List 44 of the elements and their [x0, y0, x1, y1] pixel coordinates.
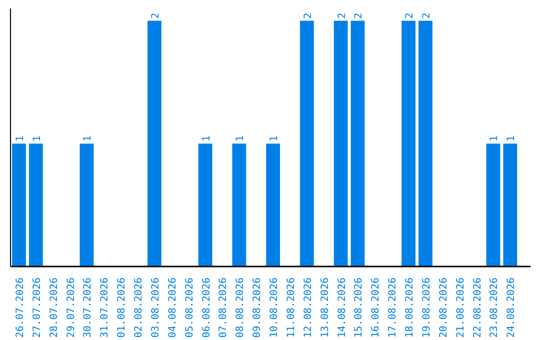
x-tick-label: 23.08.2026 — [489, 277, 500, 338]
x-tick-label: 13.08.2026 — [320, 277, 331, 338]
data-label: 1 — [32, 136, 43, 142]
data-label: 1 — [201, 136, 212, 142]
x-tick-label: 16.08.2026 — [370, 277, 382, 338]
x-tick-label: 17.08.2026 — [388, 277, 399, 338]
x-tick-label: 26.07.2026 — [14, 277, 26, 338]
data-label: 2 — [421, 12, 432, 19]
x-tick-label: 06.08.2026 — [201, 277, 212, 338]
data-label: 1 — [14, 136, 26, 142]
x-tick-label: 20.08.2026 — [438, 277, 450, 338]
data-label: 2 — [336, 12, 348, 19]
data-label: 2 — [150, 12, 162, 19]
x-tick-label: 24.08.2026 — [506, 277, 518, 338]
x-tick-label: 29.07.2026 — [66, 277, 77, 338]
data-label: 2 — [302, 12, 314, 19]
x-tick-label: 10.08.2026 — [269, 277, 280, 338]
x-tick-label: 05.08.2026 — [184, 277, 196, 338]
x-tick-label: 28.07.2026 — [48, 277, 60, 338]
data-label: 1 — [235, 136, 246, 142]
x-tick-label: 31.07.2026 — [100, 277, 111, 338]
data-label: 1 — [82, 136, 94, 142]
x-tick-label: 21.08.2026 — [455, 277, 466, 338]
data-label: 1 — [269, 136, 280, 142]
data-label: 2 — [354, 12, 365, 19]
data-label: 1 — [506, 136, 518, 142]
x-tick-label: 07.08.2026 — [218, 277, 230, 338]
data-label: 2 — [404, 12, 416, 19]
x-tick-label: 15.08.2026 — [354, 277, 365, 338]
x-tick-label: 18.08.2026 — [404, 277, 416, 338]
x-tick-label: 01.08.2026 — [116, 277, 128, 338]
x-tick-label: 30.07.2026 — [82, 277, 94, 338]
x-tick-label: 19.08.2026 — [421, 277, 432, 338]
x-tick-label: 03.08.2026 — [150, 277, 162, 338]
x-tick-label: 22.08.2026 — [472, 277, 484, 338]
x-tick-label: 04.08.2026 — [167, 277, 178, 338]
x-tick-label: 02.08.2026 — [134, 277, 145, 338]
x-tick-label: 08.08.2026 — [235, 277, 246, 338]
x-tick-label: 11.08.2026 — [286, 277, 297, 338]
x-tick-label: 09.08.2026 — [252, 277, 264, 338]
x-tick-label: 27.07.2026 — [32, 277, 43, 338]
data-label: 1 — [489, 136, 500, 142]
x-tick-label: 14.08.2026 — [336, 277, 348, 338]
x-tick-label: 12.08.2026 — [302, 277, 314, 338]
